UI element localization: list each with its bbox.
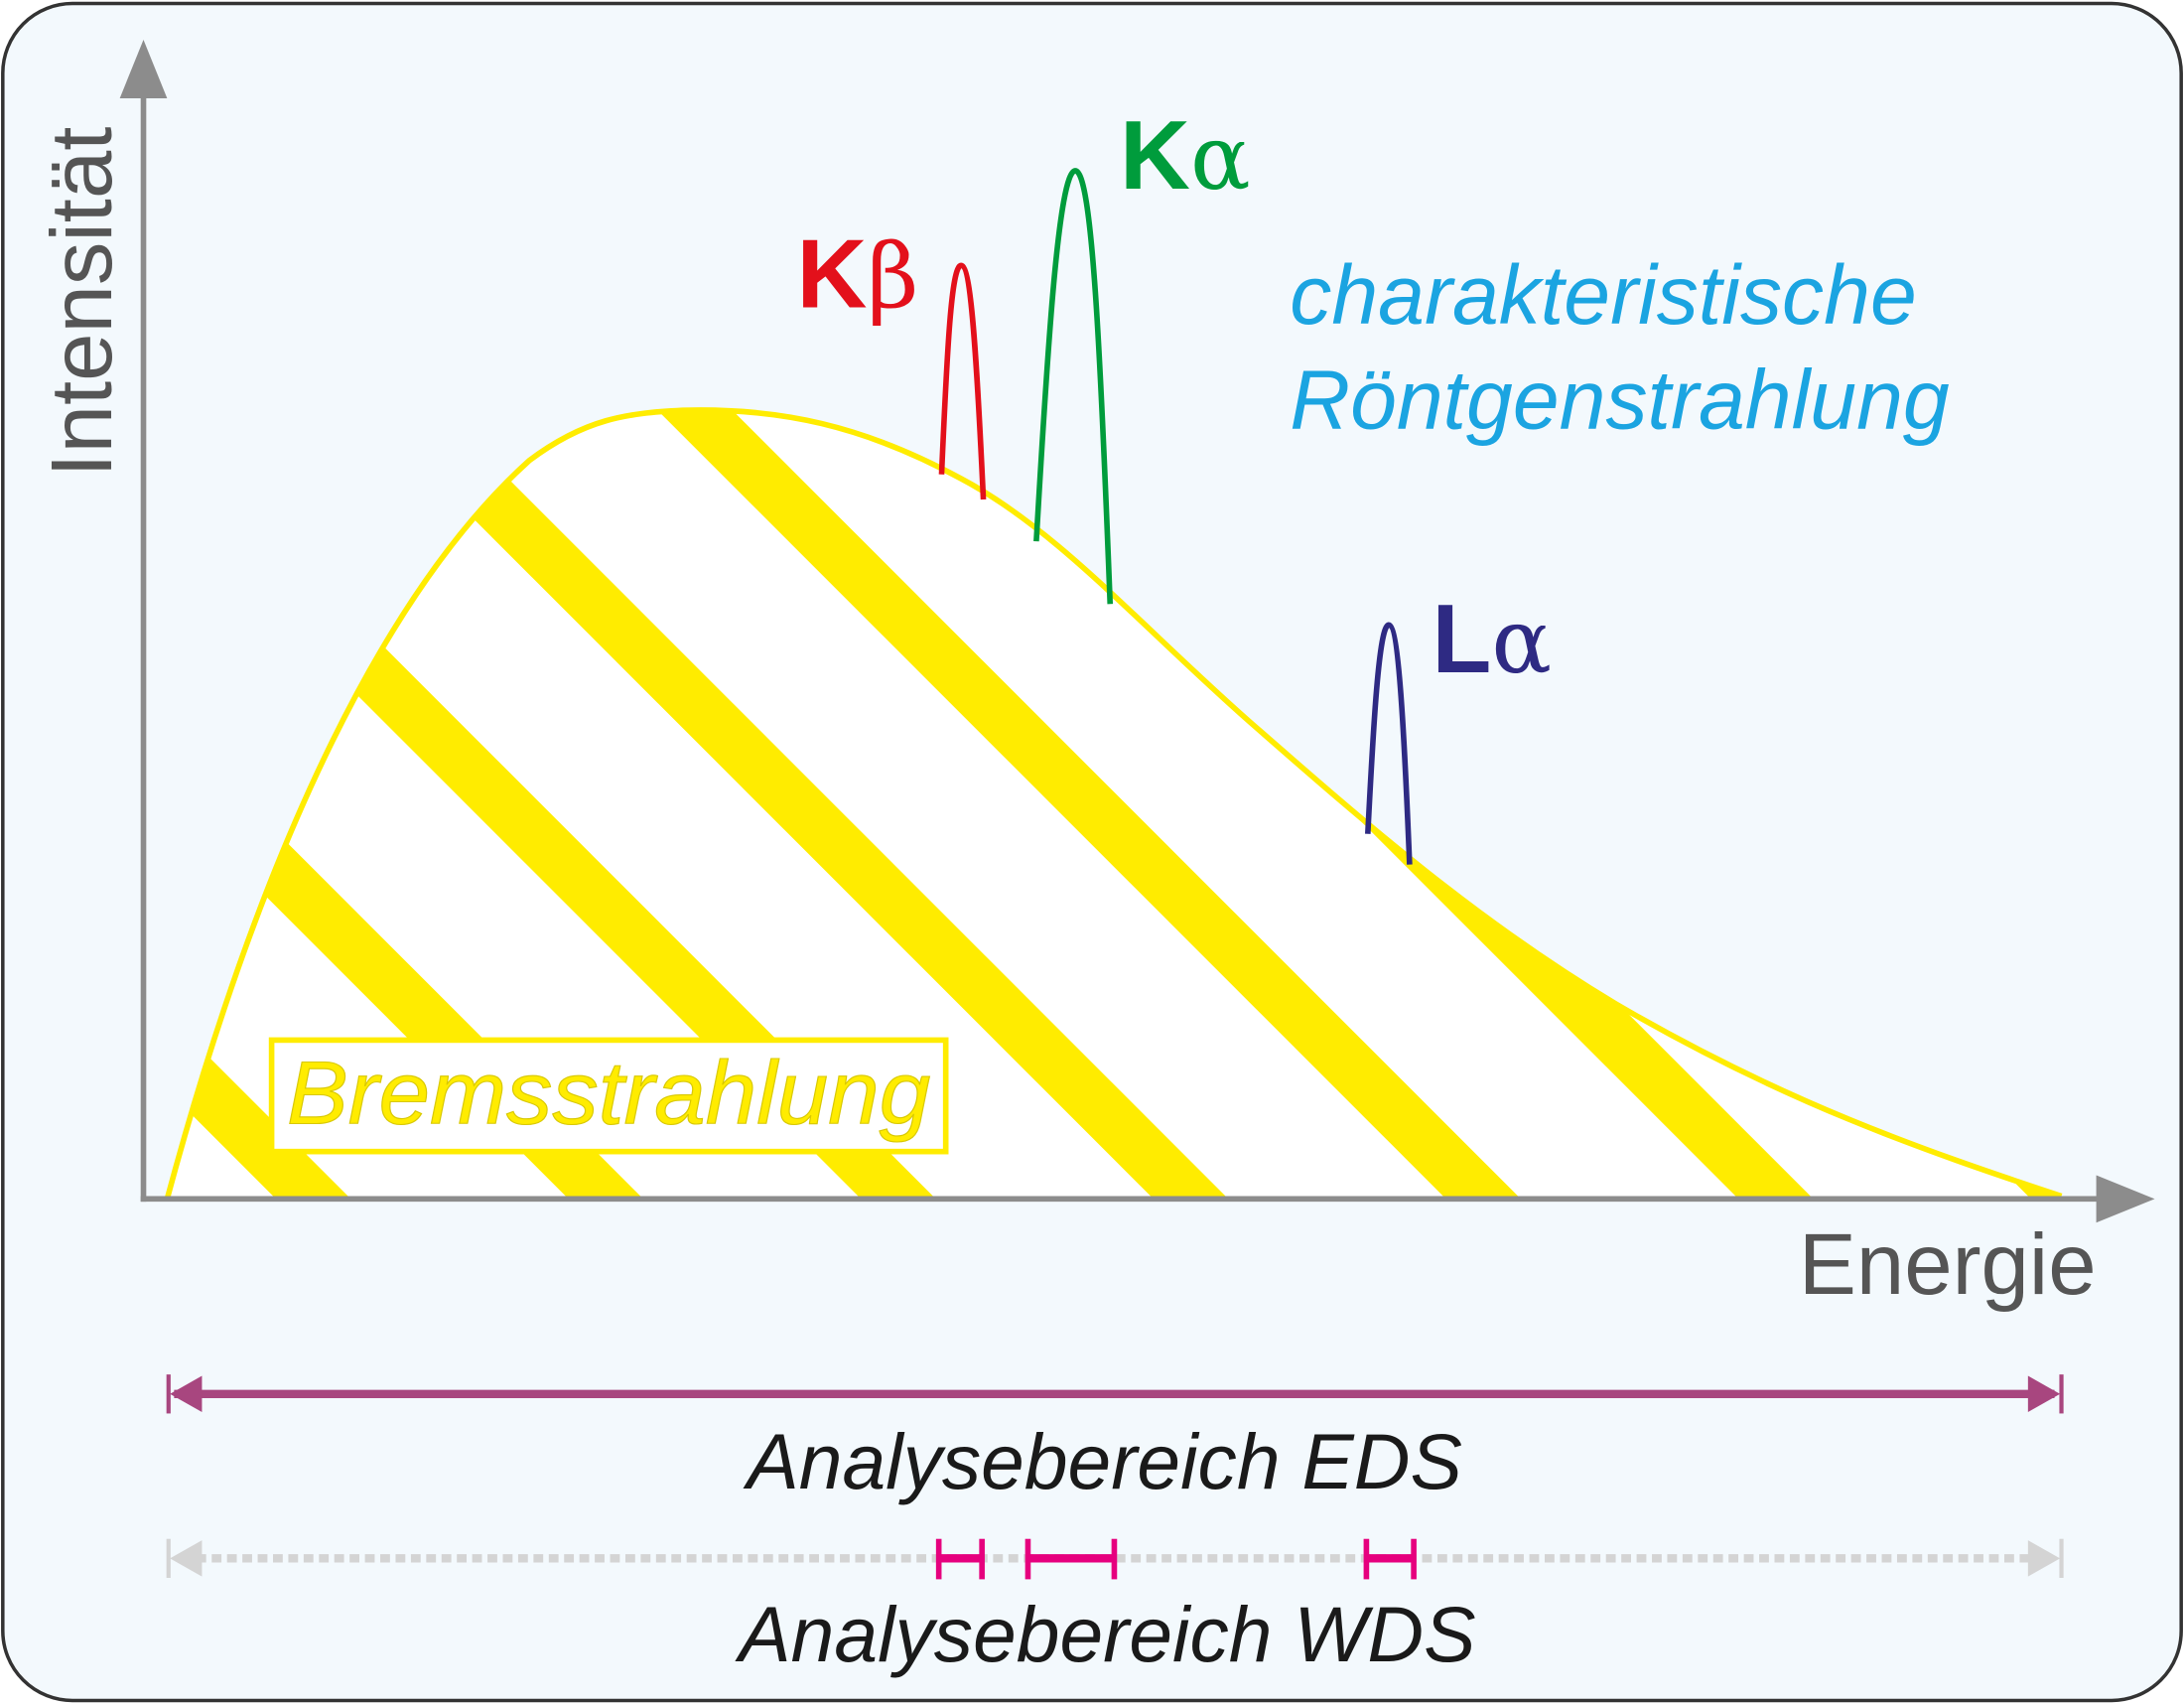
wds-range-label: Analysebereich WDS (735, 1591, 1475, 1678)
wds-range (166, 1538, 2064, 1580)
hatch-stripe (167, 409, 1238, 1200)
y-axis-arrow-icon (119, 40, 168, 98)
wds-window-l-alpha (1363, 1538, 1417, 1580)
peak-label-k-alpha: Kα (1120, 100, 1251, 211)
wds-right-arrow-icon (2027, 1540, 2061, 1577)
characteristic-label-line2: Röntgenstrahlung (1290, 353, 1950, 446)
peak-l-alpha (1365, 622, 1413, 865)
eds-right-arrow-icon (2027, 1375, 2061, 1413)
eds-range-label: Analysebereich EDS (743, 1418, 1462, 1505)
bremsstrahlung-curve (164, 407, 2063, 1201)
bremsstrahlung-label-box (268, 1037, 949, 1155)
peak-k-alpha (1033, 168, 1114, 605)
peak-label-k-beta: Kβ (797, 218, 919, 329)
x-axis-arrow-icon (2096, 1175, 2155, 1223)
wds-left-arrow-icon (170, 1540, 203, 1577)
eds-left-arrow-icon (170, 1375, 203, 1413)
y-axis-label: Intensität (34, 127, 130, 478)
bremsstrahlung-label: Bremsstrahlung (287, 1045, 930, 1144)
hatch-stripe (167, 409, 653, 1200)
wds-window-k-alpha (1024, 1538, 1118, 1580)
peak-k-beta (938, 262, 987, 500)
hatch-stripe (210, 409, 1531, 1200)
x-axis-label: Energie (1799, 1216, 2097, 1313)
eds-range (166, 1374, 2064, 1414)
characteristic-label-line1: charakteristische (1290, 248, 1917, 342)
peak-label-l-alpha: Lα (1432, 584, 1552, 694)
wds-window-k-beta (935, 1538, 985, 1580)
